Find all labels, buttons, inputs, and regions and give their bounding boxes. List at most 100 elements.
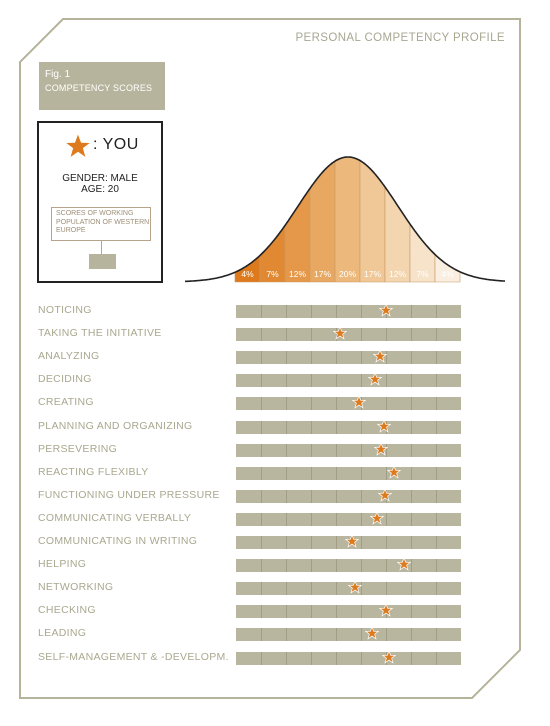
competency-score-bar	[236, 602, 461, 618]
scale-divider	[411, 305, 412, 318]
scale-divider	[286, 513, 287, 526]
score-star-icon	[332, 325, 348, 340]
scale-divider	[261, 490, 262, 503]
competency-label: REACTING FLEXIBLY	[38, 466, 149, 478]
scale-divider	[286, 444, 287, 457]
scale-divider	[311, 467, 312, 480]
scale-divider	[361, 305, 362, 318]
scale-divider	[411, 397, 412, 410]
scale-divider	[286, 628, 287, 641]
competency-score-bar	[236, 510, 461, 526]
scale-divider	[261, 421, 262, 434]
competency-score-bar	[236, 371, 461, 387]
score-star-icon	[351, 394, 366, 409]
distribution-outline	[185, 156, 505, 283]
competency-label: SELF-MANAGEMENT & -DEVELOPM.	[38, 651, 229, 663]
scale-divider	[261, 536, 262, 549]
scale-divider	[261, 374, 262, 387]
scale-divider	[311, 559, 312, 572]
scale-divider	[336, 374, 337, 387]
competency-score-bar	[236, 649, 461, 665]
distribution-percent-label: 4%	[441, 269, 454, 279]
scale-divider	[261, 328, 262, 341]
scale-divider	[436, 559, 437, 572]
scale-divider	[436, 513, 437, 526]
scale-divider	[436, 582, 437, 595]
scale-divider	[361, 421, 362, 434]
scale-divider	[336, 513, 337, 526]
scale-divider	[311, 605, 312, 618]
scale-divider	[436, 328, 437, 341]
scale-divider	[436, 628, 437, 641]
distribution-curve: 4% 7% 12% 17% 20% 17% 12% 7% 4%	[185, 156, 505, 283]
legend-age: AGE: 20	[81, 184, 119, 195]
scale-divider	[336, 305, 337, 318]
scale-divider	[286, 374, 287, 387]
score-star-icon	[386, 464, 401, 479]
distribution-percent-label: 17%	[314, 269, 331, 279]
scale-divider	[361, 652, 362, 665]
scale-divider	[386, 536, 387, 549]
scale-divider	[286, 652, 287, 665]
scale-divider	[336, 328, 337, 341]
distribution-percent-label: 17%	[364, 269, 381, 279]
legend-population-swatch	[89, 254, 116, 269]
competency-score-bar	[236, 418, 461, 434]
scale-divider	[286, 605, 287, 618]
scale-divider	[311, 421, 312, 434]
scale-divider	[286, 559, 287, 572]
distribution-percent-label: 20%	[339, 269, 356, 279]
scale-divider	[286, 305, 287, 318]
scale-divider	[286, 351, 287, 364]
scale-divider	[336, 605, 337, 618]
scale-divider	[336, 559, 337, 572]
scale-divider	[411, 582, 412, 595]
score-star-icon	[376, 418, 391, 433]
competency-label: PERSEVERING	[38, 443, 118, 455]
scale-divider	[336, 490, 337, 503]
scale-divider	[436, 374, 437, 387]
scale-divider	[386, 397, 387, 410]
scale-divider	[436, 421, 437, 434]
scale-divider	[411, 444, 412, 457]
scale-divider	[286, 421, 287, 434]
scale-divider	[311, 536, 312, 549]
scale-divider	[386, 628, 387, 641]
score-star-icon	[364, 625, 380, 640]
figure-title: COMPETENCY SCORES	[45, 83, 153, 93]
scale-divider	[261, 467, 262, 480]
score-star-icon	[378, 602, 394, 617]
scale-divider	[411, 628, 412, 641]
scale-divider	[386, 444, 387, 457]
scale-divider	[436, 536, 437, 549]
competency-score-bar	[236, 302, 461, 318]
scale-divider	[261, 582, 262, 595]
scale-divider	[436, 444, 437, 457]
competency-label: PLANNING AND ORGANIZING	[38, 420, 193, 432]
scale-divider	[261, 444, 262, 457]
score-star-icon	[367, 371, 383, 386]
scale-divider	[411, 328, 412, 341]
scale-divider	[261, 513, 262, 526]
competency-label: NOTICING	[38, 304, 92, 316]
scale-divider	[286, 467, 287, 480]
scale-divider	[361, 536, 362, 549]
competency-score-bar	[236, 325, 461, 341]
competency-label: NETWORKING	[38, 581, 114, 593]
score-star-icon	[372, 348, 388, 363]
distribution-band	[334, 156, 361, 283]
scale-divider	[361, 328, 362, 341]
scale-divider	[386, 467, 387, 480]
competency-score-bar	[236, 487, 461, 503]
distribution-percent-label: 7%	[266, 269, 279, 279]
competency-label: CHECKING	[38, 604, 96, 616]
competency-score-bar	[236, 579, 461, 595]
score-star-icon	[347, 579, 363, 594]
scale-divider	[361, 605, 362, 618]
scale-divider	[361, 490, 362, 503]
scale-divider	[261, 351, 262, 364]
competency-score-bar	[236, 625, 461, 641]
figure-caption-box: Fig. 1 COMPETENCY SCORES	[39, 62, 165, 110]
scale-divider	[361, 374, 362, 387]
scale-divider	[311, 513, 312, 526]
